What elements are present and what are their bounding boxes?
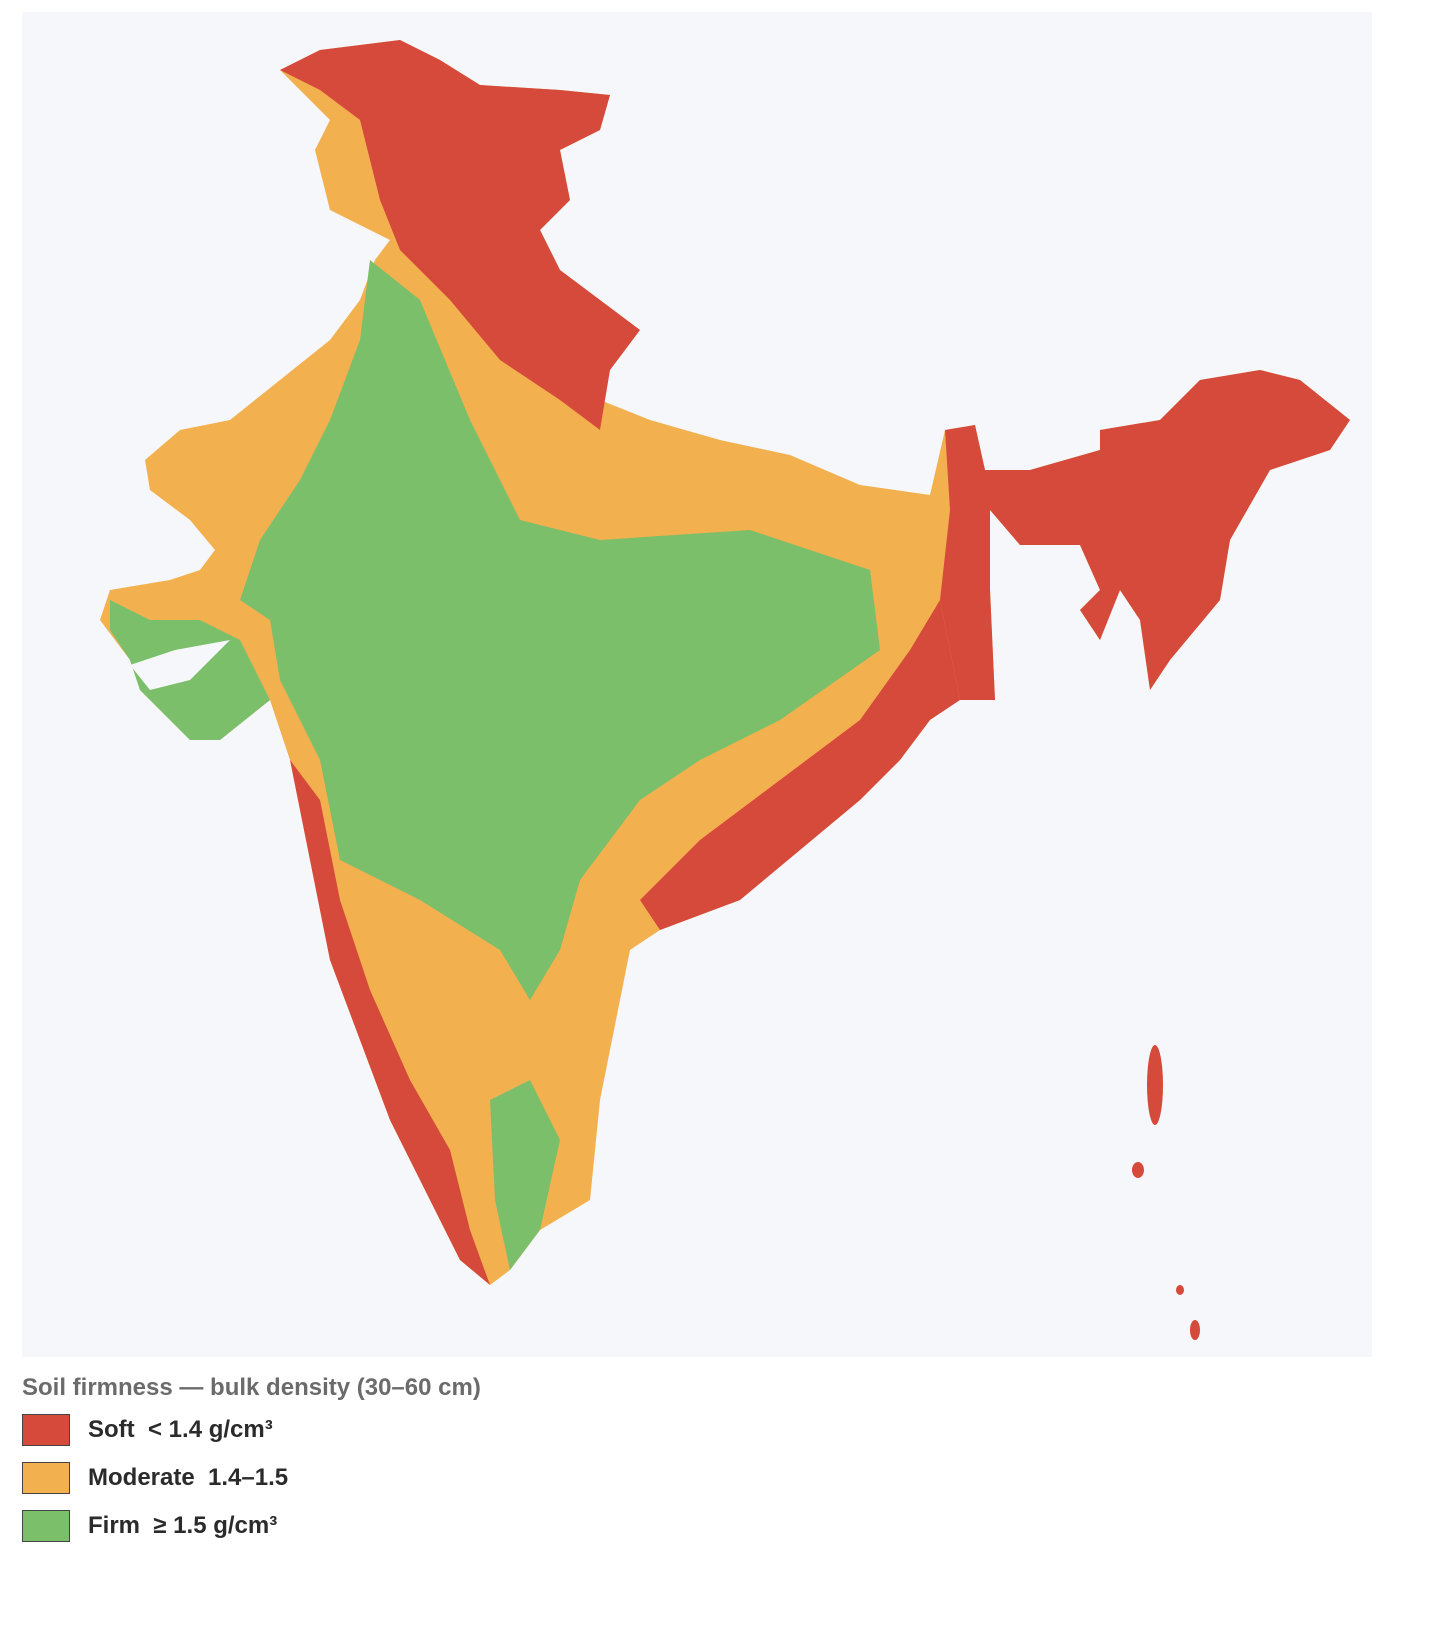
island <box>1147 1045 1163 1125</box>
region-firm <box>490 1080 560 1270</box>
legend-label: Firm ≥ 1.5 g/cm³ <box>88 1512 278 1539</box>
map <box>22 12 1372 1357</box>
region-soft <box>940 370 1350 700</box>
legend-swatch <box>22 1462 70 1494</box>
legend-item: Soft < 1.4 g/cm³ <box>22 1413 273 1447</box>
island <box>1132 1162 1144 1178</box>
region-soft <box>280 40 640 430</box>
legend-label: Soft < 1.4 g/cm³ <box>88 1416 273 1443</box>
legend-label: Moderate 1.4–1.5 <box>88 1464 289 1491</box>
legend-title: Soil firmness — bulk density (30–60 cm) <box>22 1374 481 1401</box>
region-soft <box>290 760 490 1285</box>
region-soft <box>640 600 960 930</box>
gulf <box>130 640 230 690</box>
island <box>1176 1285 1184 1295</box>
legend-item: Firm ≥ 1.5 g/cm³ <box>22 1509 277 1543</box>
region-firm <box>240 260 880 1000</box>
legend-swatch <box>22 1510 70 1542</box>
legend-swatch <box>22 1414 70 1446</box>
legend-item: Moderate 1.4–1.5 <box>22 1461 288 1495</box>
island <box>1190 1320 1200 1340</box>
